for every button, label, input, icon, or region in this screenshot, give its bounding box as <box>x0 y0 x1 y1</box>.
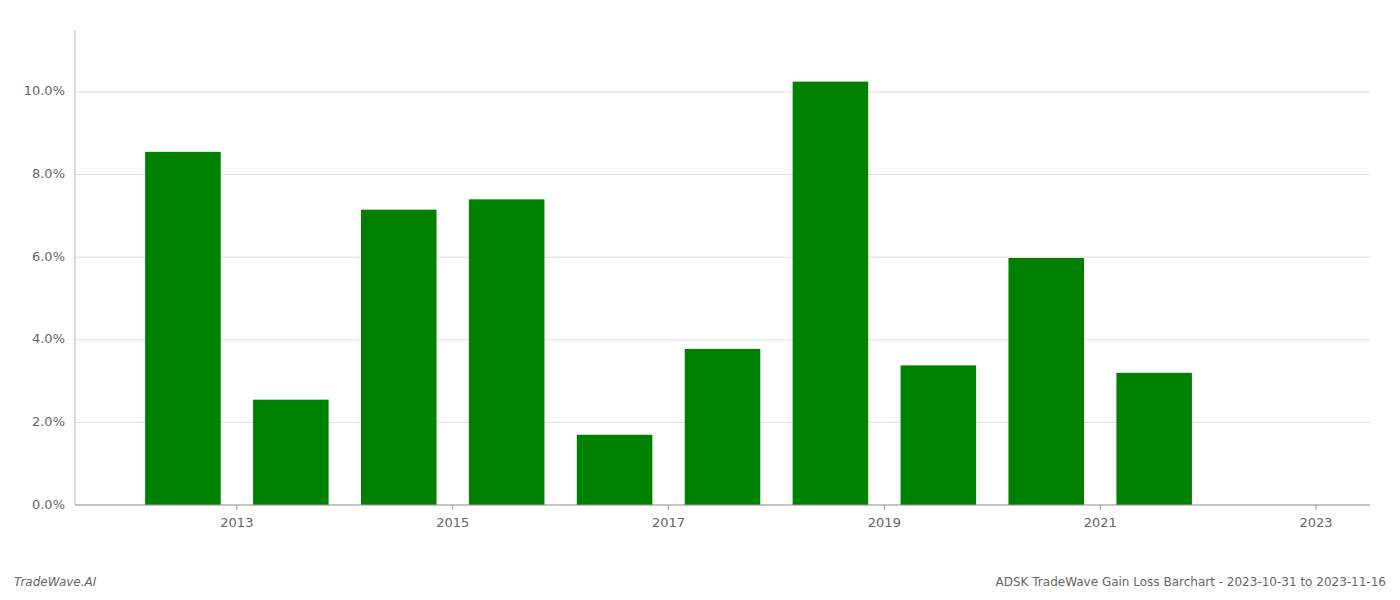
x-tick <box>668 505 669 510</box>
x-tick-label: 2013 <box>220 515 253 530</box>
x-tick <box>1100 505 1101 510</box>
y-tick-label: 4.0% <box>32 331 65 346</box>
x-tick-label: 2023 <box>1299 515 1332 530</box>
bars <box>145 82 1192 505</box>
x-tick-label: 2019 <box>868 515 901 530</box>
grid-line <box>75 174 1370 175</box>
bar <box>361 210 437 505</box>
chart-container: 0.0% 2.0% 4.0% 6.0% 8.0% 10.0% 2013 2015 2017 201… <box>0 0 1400 600</box>
bar <box>469 199 545 505</box>
bar <box>685 349 761 505</box>
bar <box>1116 373 1192 505</box>
y-tick-label: 2.0% <box>32 414 65 429</box>
x-tick <box>1316 505 1317 510</box>
y-axis-line <box>75 30 76 505</box>
bar <box>577 435 653 505</box>
x-tick-label: 2021 <box>1084 515 1117 530</box>
y-tick-label: 6.0% <box>32 249 65 264</box>
bar <box>793 82 869 505</box>
grid-line <box>75 257 1370 258</box>
x-tick <box>884 505 885 510</box>
y-tick-label: 0.0% <box>32 497 65 512</box>
grid-line <box>75 505 1370 506</box>
bar <box>1008 258 1084 505</box>
y-grid <box>75 92 1370 505</box>
x-tick-label: 2015 <box>436 515 469 530</box>
grid-line <box>75 339 1370 340</box>
title: ADSK TradeWave Gain Loss Barchart - 2023… <box>996 575 1386 589</box>
x-tick <box>452 505 453 510</box>
y-tick-label: 10.0% <box>24 83 65 98</box>
footer-left: TradeWave.AI <box>14 575 97 589</box>
x-tick-label: 2017 <box>652 515 685 530</box>
y-tick-label: 8.0% <box>32 166 65 181</box>
x-tick <box>236 505 237 510</box>
bar <box>145 152 221 505</box>
x-axis-line <box>75 505 1370 506</box>
bar <box>253 400 329 505</box>
grid-line <box>75 91 1370 92</box>
chart-svg: 0.0% 2.0% 4.0% 6.0% 8.0% 10.0% 2013 2015 2017 201… <box>0 0 1400 600</box>
bar <box>901 365 977 505</box>
